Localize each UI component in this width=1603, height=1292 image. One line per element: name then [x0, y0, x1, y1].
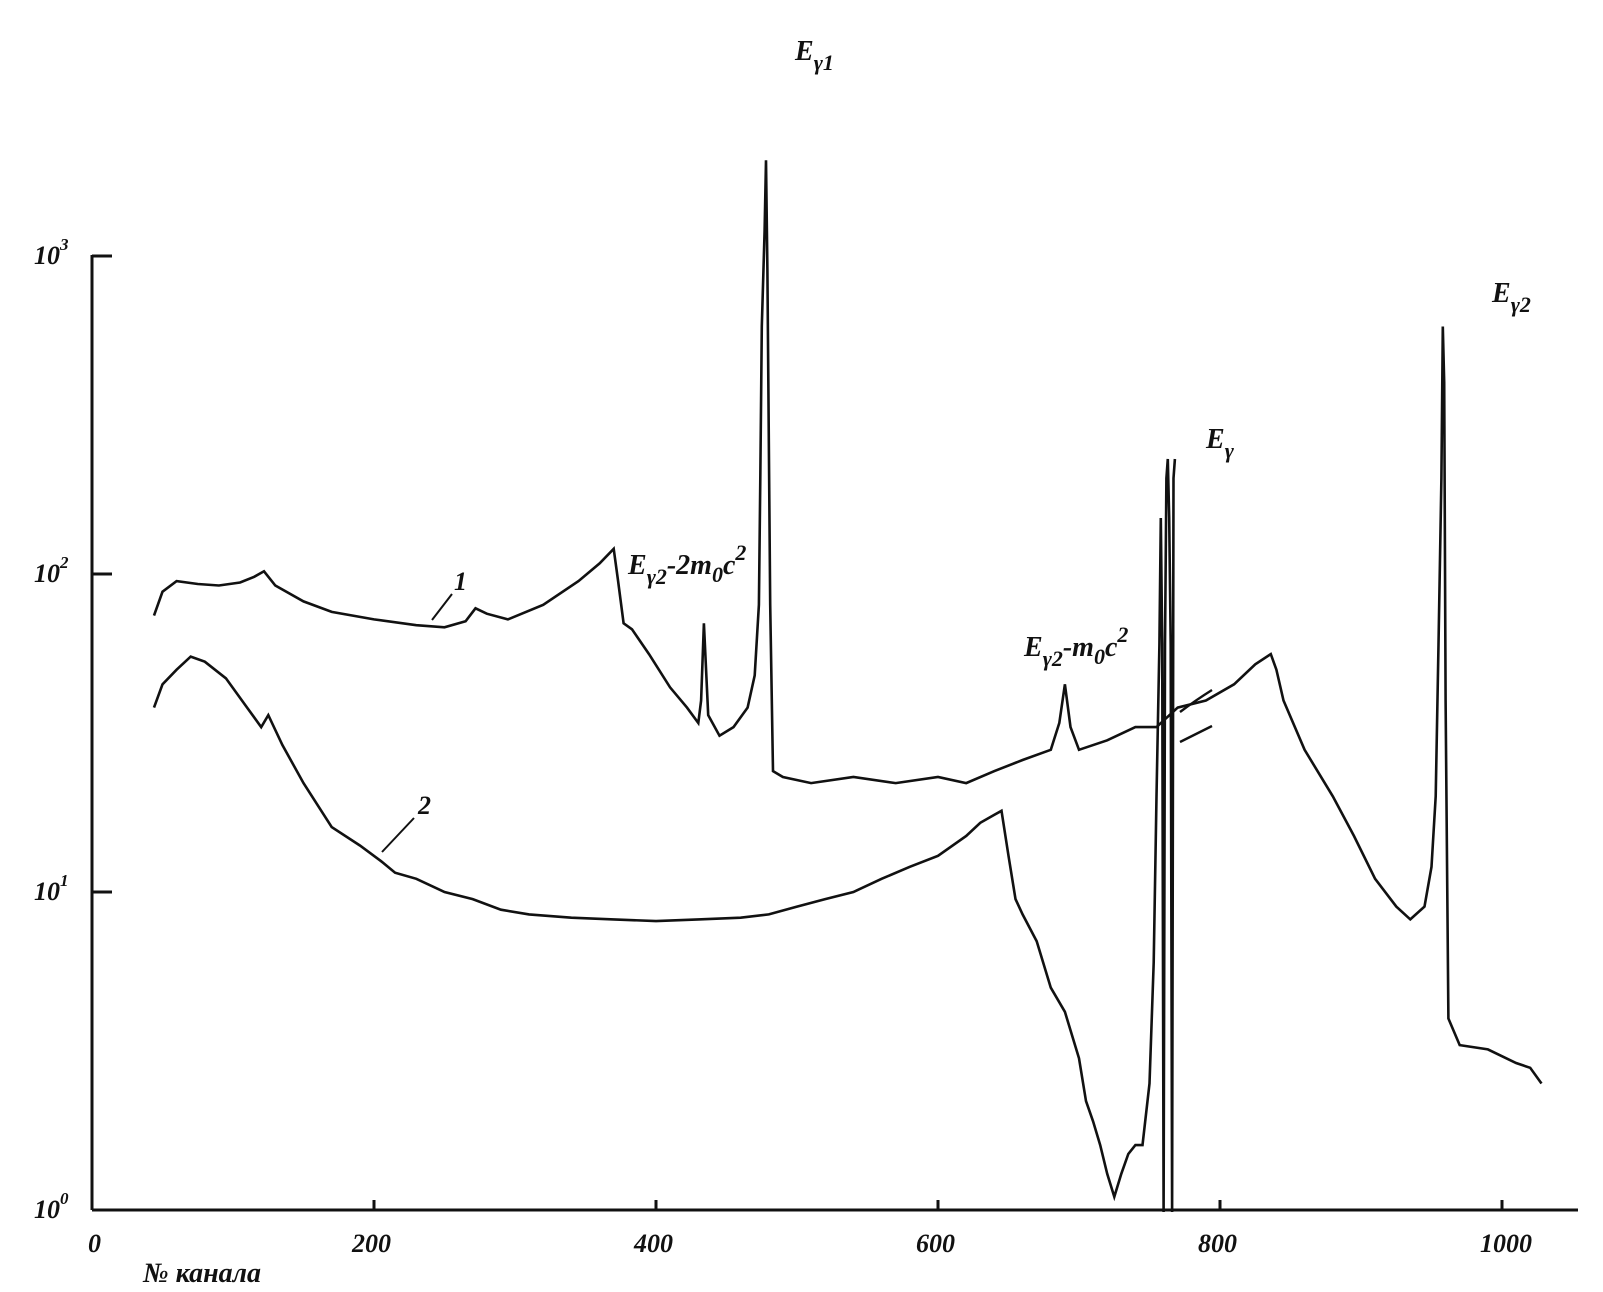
- annotation-single-escape-sup: 2: [1116, 622, 1128, 647]
- annotation-double-escape: Eγ2-2m0c2: [627, 540, 746, 589]
- annotation-e-gamma: Eγ: [1205, 424, 1235, 463]
- series-2-leader: [381, 817, 415, 853]
- y-tick-label-10-0: 100: [34, 1189, 69, 1224]
- annotation-double-escape-rest: -2m: [667, 550, 712, 581]
- x-tick-label-800: 800: [1198, 1229, 1237, 1258]
- series-1-label: 1: [454, 567, 467, 596]
- x-tick-label-400: 400: [633, 1229, 673, 1258]
- x-axis-title: № канала: [142, 1258, 261, 1289]
- x-tick-label-0: 0: [88, 1229, 101, 1258]
- annotation-e-gamma-1-sub: γ1: [814, 50, 834, 75]
- axis-break-mark-upper: [1179, 688, 1213, 713]
- annotation-single-escape-rest2: c: [1105, 632, 1118, 663]
- annotation-double-escape-sub: γ2: [647, 564, 667, 589]
- annotation-e-gamma-2: Eγ2: [1491, 278, 1531, 317]
- annotation-single-escape-rest-sub: 0: [1094, 644, 1105, 669]
- annotation-double-escape-main: E: [627, 550, 647, 581]
- annotation-double-escape-sup: 2: [734, 540, 746, 565]
- annotation-single-escape-sub: γ2: [1043, 646, 1063, 671]
- annotation-single-escape: Eγ2-m0c2: [1023, 622, 1128, 671]
- axis-ticks: [90, 254, 1504, 1212]
- annotation-e-gamma-sub: γ: [1225, 438, 1235, 463]
- x-tick-label-600: 600: [916, 1229, 955, 1258]
- x-tick-label-200: 200: [351, 1229, 391, 1258]
- annotation-double-escape-rest2: c: [723, 550, 736, 581]
- y-tick-label-10-2: 102: [34, 553, 69, 588]
- y-tick-label-10-1: 101: [34, 871, 69, 906]
- annotation-e-gamma-1-main: E: [794, 36, 814, 67]
- annotation-e-gamma-2-main: E: [1491, 278, 1511, 309]
- y-tick-label-10-3: 103: [34, 235, 69, 270]
- annotation-single-escape-rest: -m: [1063, 632, 1094, 663]
- series-2-label: 2: [417, 791, 431, 820]
- annotation-e-gamma-main: E: [1205, 424, 1225, 455]
- series-1-leader: [431, 593, 453, 621]
- annotation-e-gamma-2-sub: γ2: [1511, 292, 1531, 317]
- annotation-e-gamma-1: Eγ1: [794, 36, 834, 75]
- annotation-single-escape-main: E: [1023, 632, 1043, 663]
- annotation-double-escape-rest-sub: 0: [712, 562, 723, 587]
- x-tick-label-1000: 1000: [1480, 1229, 1532, 1258]
- axis-break-mark-lower: [1179, 724, 1213, 744]
- series-line-1: [152, 160, 1543, 1085]
- series-line-2: [152, 458, 1177, 1213]
